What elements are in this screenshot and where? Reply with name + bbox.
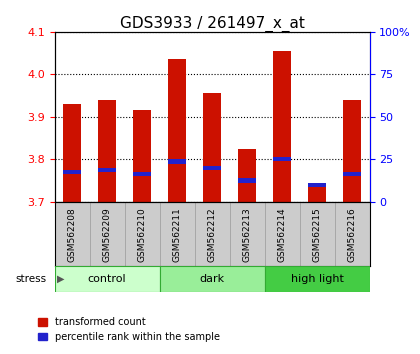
Bar <box>55 266 160 291</box>
Bar <box>239 178 256 183</box>
Text: GSM562210: GSM562210 <box>138 207 147 262</box>
Bar <box>239 149 256 202</box>
Bar <box>344 100 361 202</box>
Bar <box>265 266 370 291</box>
Bar <box>168 59 186 202</box>
Text: GSM562216: GSM562216 <box>348 207 357 262</box>
Text: GSM562213: GSM562213 <box>243 207 252 262</box>
Text: GSM562211: GSM562211 <box>173 207 181 262</box>
Text: GSM562209: GSM562209 <box>102 207 112 262</box>
Text: ▶: ▶ <box>57 274 64 284</box>
Bar <box>160 266 265 291</box>
Bar <box>98 168 116 172</box>
Text: dark: dark <box>200 274 225 284</box>
Legend: transformed count, percentile rank within the sample: transformed count, percentile rank withi… <box>39 317 220 342</box>
Bar <box>344 172 361 176</box>
Bar <box>98 100 116 202</box>
Text: GSM562212: GSM562212 <box>207 207 217 262</box>
Title: GDS3933 / 261497_x_at: GDS3933 / 261497_x_at <box>120 16 304 32</box>
Text: GSM562208: GSM562208 <box>68 207 76 262</box>
Bar <box>134 110 151 202</box>
Bar <box>273 157 291 161</box>
Text: control: control <box>88 274 126 284</box>
Bar <box>203 93 221 202</box>
Bar <box>203 166 221 170</box>
Text: high light: high light <box>291 274 344 284</box>
Bar <box>63 104 81 202</box>
Text: stress: stress <box>15 274 46 284</box>
Bar <box>308 183 326 187</box>
Bar <box>308 185 326 202</box>
Bar <box>63 170 81 174</box>
Bar <box>168 159 186 164</box>
Text: GSM562214: GSM562214 <box>278 207 286 262</box>
Text: GSM562215: GSM562215 <box>312 207 322 262</box>
Bar <box>273 51 291 202</box>
Bar <box>134 172 151 176</box>
